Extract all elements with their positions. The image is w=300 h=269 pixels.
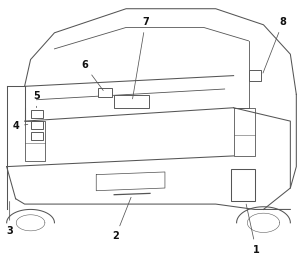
- FancyBboxPatch shape: [31, 121, 43, 129]
- Text: 7: 7: [133, 17, 149, 99]
- Text: 1: 1: [246, 204, 260, 254]
- Text: 5: 5: [33, 91, 40, 108]
- FancyBboxPatch shape: [98, 89, 112, 97]
- FancyBboxPatch shape: [231, 169, 254, 201]
- Text: 3: 3: [6, 201, 13, 236]
- Text: 4: 4: [12, 122, 28, 132]
- FancyBboxPatch shape: [31, 110, 43, 118]
- Text: 2: 2: [112, 197, 131, 241]
- Text: 8: 8: [263, 17, 286, 73]
- FancyBboxPatch shape: [248, 70, 261, 81]
- FancyBboxPatch shape: [114, 95, 148, 108]
- FancyBboxPatch shape: [31, 132, 43, 140]
- Text: 6: 6: [81, 60, 103, 90]
